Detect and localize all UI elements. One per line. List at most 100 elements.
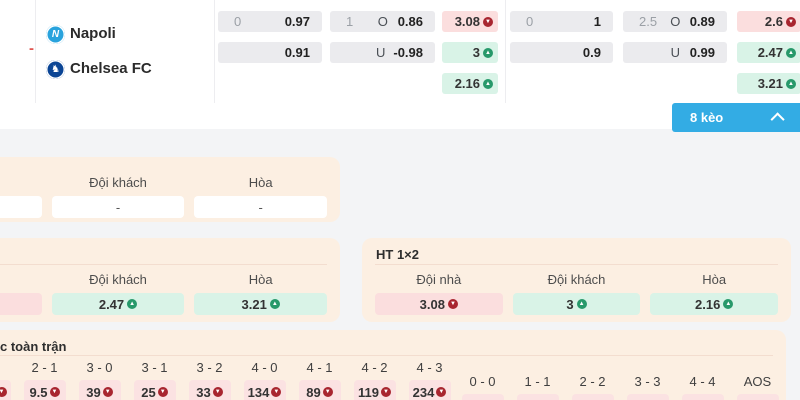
ft-result-draw-cell[interactable]: - bbox=[194, 196, 328, 218]
header-draw: Hòa bbox=[248, 272, 273, 287]
trend-down-icon bbox=[380, 387, 391, 397]
over-label: O bbox=[670, 14, 681, 29]
score-label: AOS bbox=[743, 374, 772, 389]
chelsea-lion-glyph: ♞ bbox=[51, 64, 60, 75]
p2-1x2-draw-cell[interactable]: 3.21 bbox=[737, 73, 800, 94]
trend-down-icon bbox=[212, 387, 223, 397]
divider bbox=[0, 264, 327, 265]
ft-handicap-away-cell[interactable]: 0.91 bbox=[218, 42, 322, 63]
p2-over-cell[interactable]: 2.5 O 0.89 bbox=[623, 11, 727, 32]
score-odds-cell[interactable] bbox=[461, 394, 504, 400]
p2-1x2-away-cell[interactable]: 2.47 bbox=[737, 42, 800, 63]
odds-value: 234 bbox=[412, 384, 435, 400]
ft-under-cell[interactable]: U -0.98 bbox=[330, 42, 435, 63]
odds-value: 0.99 bbox=[689, 45, 715, 60]
score-odds-cell[interactable]: 119 bbox=[353, 380, 396, 400]
trend-down-icon bbox=[786, 16, 796, 27]
trend-up-icon bbox=[483, 78, 493, 89]
score-label: 3 - 0 bbox=[86, 360, 113, 375]
score-item: 0 - 0 bbox=[455, 374, 510, 400]
trend-up-icon bbox=[127, 299, 138, 309]
score-item: AOS bbox=[730, 374, 785, 400]
score-odds-cell[interactable] bbox=[736, 394, 779, 400]
trend-up-icon bbox=[786, 47, 796, 58]
under-label: U bbox=[670, 45, 681, 60]
score-odds-cell[interactable]: 33 bbox=[188, 380, 231, 400]
trend-up-icon bbox=[576, 299, 587, 309]
ht-1x2-home-odds-cell[interactable]: 3.08 bbox=[375, 293, 503, 315]
trend-up-icon bbox=[723, 299, 734, 309]
score-odds-cell[interactable] bbox=[0, 380, 11, 400]
p2-under-cell[interactable]: U 0.99 bbox=[623, 42, 727, 63]
ft-1x2-away-odds-cell[interactable]: 2.47 bbox=[51, 293, 185, 315]
score-odds-cell[interactable]: 234 bbox=[408, 380, 451, 400]
keo-count-toggle-button[interactable]: 8 kèo bbox=[672, 103, 800, 132]
score-item: 2 - 2 bbox=[565, 374, 620, 400]
p2-handicap-home-cell[interactable]: 0 1 bbox=[510, 11, 613, 32]
divider bbox=[0, 355, 773, 356]
score-odds-cell[interactable] bbox=[626, 394, 669, 400]
ht-1x2-draw-odds-cell[interactable]: 2.16 bbox=[650, 293, 779, 315]
ht-1x2-card: HT 1×2 Đội nhà Đội khách Hòa 3.08 3 2.16 bbox=[362, 238, 791, 322]
score-odds-cell[interactable] bbox=[681, 394, 724, 400]
ou-line: 2.5 bbox=[639, 14, 658, 29]
odds-value: 1 bbox=[593, 14, 601, 29]
divider bbox=[214, 0, 215, 103]
ft-1x2-draw-odds-cell[interactable]: 3.21 bbox=[194, 293, 328, 315]
header-away: Đội khách bbox=[89, 175, 147, 190]
ft-result-home-cell[interactable] bbox=[0, 196, 42, 218]
score-label: 3 - 1 bbox=[141, 360, 168, 375]
score-odds-cell[interactable]: 39 bbox=[78, 380, 121, 400]
header-away: Đội khách bbox=[89, 272, 147, 287]
under-label: U bbox=[375, 45, 386, 60]
score-label: 4 - 0 bbox=[251, 360, 278, 375]
ht-1x2-away-odds-cell[interactable]: 3 bbox=[512, 293, 641, 315]
score-odds-cell[interactable]: 25 bbox=[133, 380, 176, 400]
ft-1x2-card: Đội nhà Đội khách Hòa 2.47 3.21 bbox=[0, 238, 340, 322]
p2-handicap-away-cell[interactable]: 0.9 bbox=[510, 42, 613, 63]
score-label: 4 - 1 bbox=[306, 360, 333, 375]
trend-down-icon bbox=[102, 387, 113, 397]
ft-1x2-draw-cell[interactable]: 2.16 bbox=[442, 73, 498, 94]
header-draw: Hòa bbox=[702, 272, 727, 287]
ft-1x2-home-odds-cell[interactable] bbox=[0, 293, 42, 315]
score-item: 3 - 3 bbox=[620, 374, 675, 400]
ft-handicap-home-cell[interactable]: 0 0.97 bbox=[218, 11, 322, 32]
trend-down-icon bbox=[436, 387, 447, 397]
odds-value: 3.08 bbox=[419, 296, 445, 312]
odds-value: 39 bbox=[86, 384, 101, 400]
score-label: 0 bbox=[0, 360, 17, 375]
ft-1x2-away-cell[interactable]: 3 bbox=[442, 42, 498, 63]
score-odds-cell[interactable]: 89 bbox=[298, 380, 341, 400]
keo-count-label: 8 kèo bbox=[690, 110, 724, 125]
trend-down-icon bbox=[483, 16, 493, 27]
score-odds-cell[interactable] bbox=[516, 394, 559, 400]
ft-result-away-cell[interactable]: - bbox=[51, 196, 185, 218]
over-label: O bbox=[377, 14, 388, 29]
p2-1x2-home-cell[interactable]: 2.6 bbox=[737, 11, 800, 32]
divider bbox=[375, 264, 778, 265]
score-label: 3 - 2 bbox=[196, 360, 223, 375]
odds-value: 0.9 bbox=[582, 45, 601, 60]
ft-1x2-home-cell[interactable]: 3.08 bbox=[442, 11, 498, 32]
card-title: HT 1×2 bbox=[376, 247, 419, 262]
score-label: 2 - 2 bbox=[579, 374, 606, 389]
score-odds-cell[interactable] bbox=[571, 394, 614, 400]
trend-down-icon bbox=[49, 387, 60, 397]
odds-value: 3 bbox=[566, 296, 574, 312]
score-odds-cell[interactable]: 9.5 bbox=[23, 380, 66, 400]
header-home: Đội nhà bbox=[0, 175, 42, 190]
ft-over-cell[interactable]: 1 O 0.86 bbox=[330, 11, 435, 32]
score-item: 0 bbox=[0, 360, 17, 400]
odds-value: 0.91 bbox=[284, 45, 310, 60]
home-team-name: Napoli bbox=[70, 25, 116, 42]
odds-value: 2.47 bbox=[757, 45, 783, 60]
odds-value: 3.21 bbox=[241, 296, 267, 312]
score-label: 0 - 0 bbox=[469, 374, 496, 389]
trend-down-icon bbox=[0, 387, 7, 397]
score-label: 4 - 2 bbox=[361, 360, 388, 375]
score-odds-cell[interactable]: 134 bbox=[243, 380, 286, 400]
score-item: 4 - 2 119 bbox=[347, 360, 402, 400]
odds-value: 89 bbox=[306, 384, 321, 400]
